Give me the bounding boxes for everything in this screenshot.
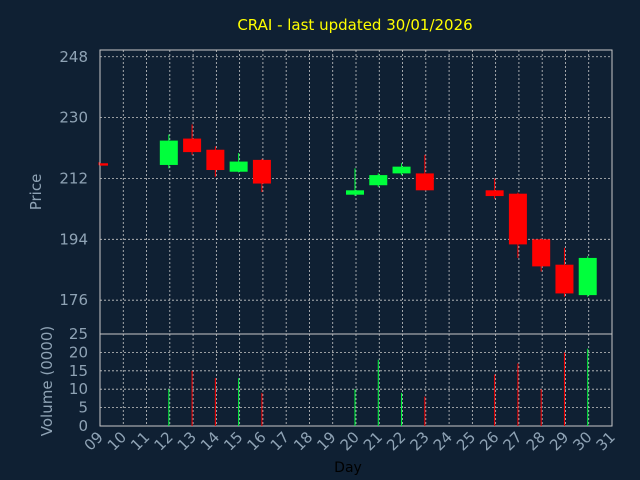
candle-body: [508, 193, 527, 245]
candle-body: [415, 173, 434, 191]
price-tick-label: 212: [59, 169, 88, 187]
candle-body: [578, 257, 597, 296]
candle-body: [555, 264, 574, 294]
candle-body: [159, 140, 178, 165]
volume-tick-label: 20: [69, 343, 88, 361]
candle-body: [252, 159, 271, 184]
x-axis-ticks: 0910111213141516171819202122232425262728…: [81, 428, 619, 454]
volume-tick-label: 15: [69, 362, 88, 380]
price-axis-label: Price: [27, 174, 45, 211]
chart-title: CRAI - last updated 30/01/2026: [237, 16, 472, 34]
x-tick-label: 31: [593, 428, 619, 454]
grid: [100, 50, 612, 426]
price-tick-label: 230: [59, 109, 88, 127]
volume-tick-label: 5: [78, 399, 88, 417]
candle-body: [229, 161, 248, 172]
candle-body: [100, 163, 108, 166]
candle-body: [392, 166, 411, 174]
volume-tick-label: 10: [69, 380, 88, 398]
candle-body: [346, 190, 364, 195]
volume-tick-label: 25: [69, 325, 88, 343]
price-tick-label: 248: [59, 48, 88, 66]
candle-body: [183, 138, 202, 153]
candle-body: [485, 190, 504, 197]
candle-body: [532, 239, 551, 267]
price-tick-label: 194: [59, 230, 88, 248]
volume-axis-label: Volume (0000): [38, 326, 56, 436]
volume-bars: [168, 348, 589, 426]
volume-tick-label: 0: [78, 417, 88, 435]
price-tick-label: 176: [59, 291, 88, 309]
candle-body: [369, 175, 388, 186]
candle-body: [206, 149, 225, 171]
price-axis-ticks: 176 194 212 230 248: [59, 48, 88, 309]
candles: [98, 124, 597, 297]
x-axis-label: Day: [334, 460, 362, 476]
